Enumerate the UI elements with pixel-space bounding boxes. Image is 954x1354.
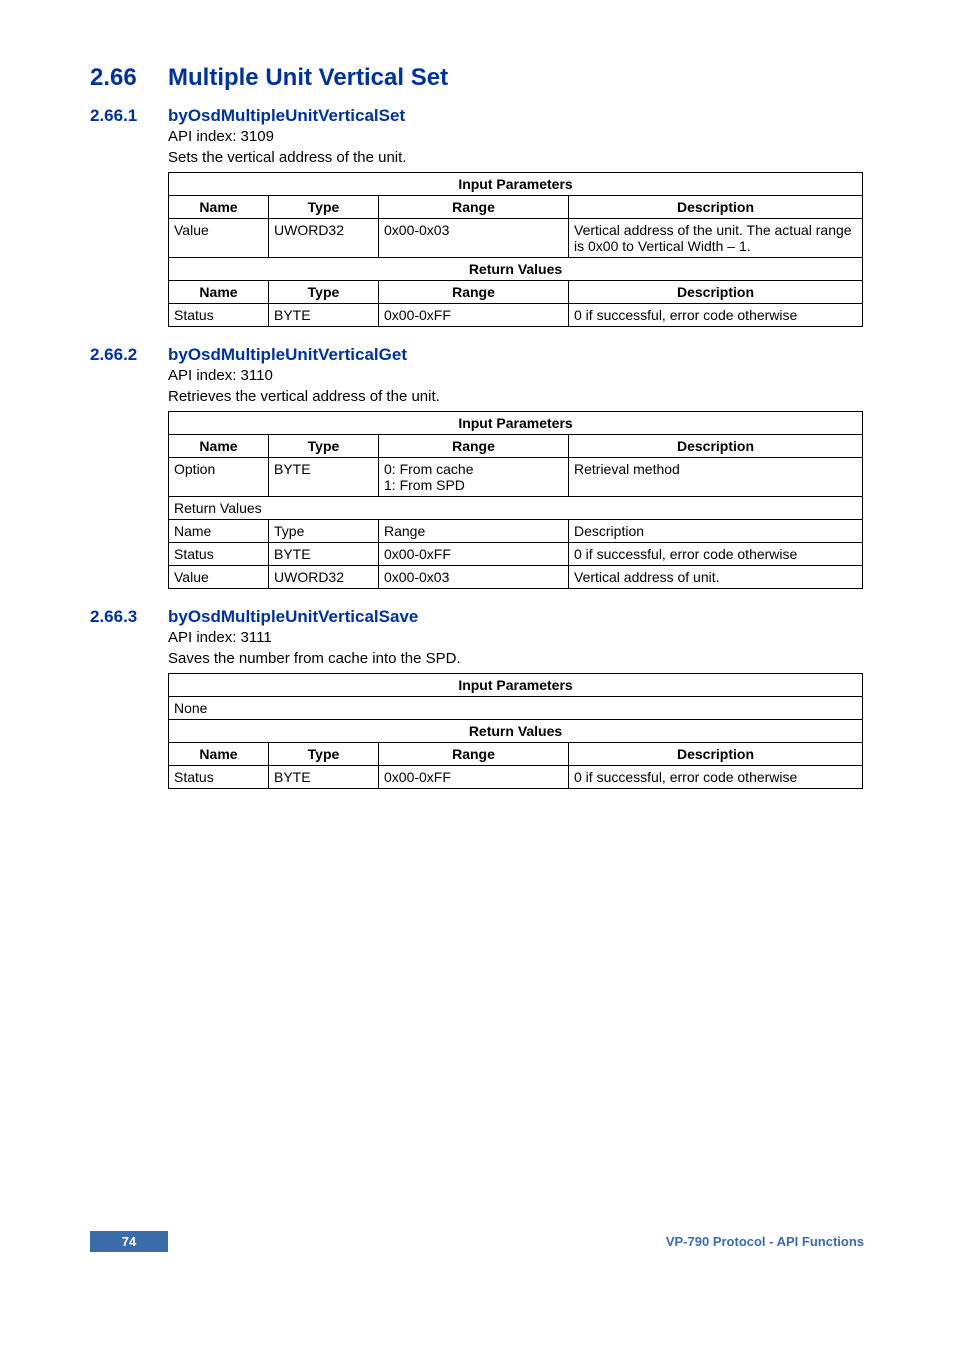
col-name: Name [169, 281, 269, 304]
input-params-header: Input Parameters [169, 173, 863, 196]
return-values-header: Return Values [169, 258, 863, 281]
api-table-2: Input Parameters Name Type Range Descrip… [168, 411, 863, 589]
input-params-header: Input Parameters [169, 412, 863, 435]
table-row: Status BYTE 0x00-0xFF 0 if successful, e… [169, 304, 863, 327]
page-footer: 74 VP-790 Protocol - API Functions [90, 1231, 864, 1252]
section-number: 2.66 [90, 64, 168, 92]
cell-range: 0: From cache 1: From SPD [379, 458, 569, 497]
table-row: Option BYTE 0: From cache 1: From SPD Re… [169, 458, 863, 497]
col-name: Name [169, 435, 269, 458]
cell-range: 0x00-0xFF [379, 304, 569, 327]
subsection-title: byOsdMultipleUnitVerticalSave [168, 607, 418, 626]
subsection-number: 2.66.1 [90, 106, 168, 126]
section-title: Multiple Unit Vertical Set [168, 64, 448, 91]
col-type: Type [269, 435, 379, 458]
subsection-heading: 2.66.2byOsdMultipleUnitVerticalGet [90, 345, 864, 365]
col-range: Range [379, 435, 569, 458]
cell-desc: 0 if successful, error code otherwise [569, 766, 863, 789]
cell-desc: Vertical address of unit. [569, 566, 863, 589]
table-row: Status BYTE 0x00-0xFF 0 if successful, e… [169, 766, 863, 789]
cell-name: Value [169, 566, 269, 589]
return-values-header: Return Values [169, 720, 863, 743]
cell-name: Option [169, 458, 269, 497]
cell-desc: 0 if successful, error code otherwise [569, 304, 863, 327]
col-name: Name [169, 196, 269, 219]
col-desc: Description [569, 435, 863, 458]
api-table-1: Input Parameters Name Type Range Descrip… [168, 172, 863, 327]
return-values-header: Return Values [169, 497, 863, 520]
cell-range: 0x00-0xFF [379, 543, 569, 566]
cell-type: BYTE [269, 304, 379, 327]
col-desc: Description [569, 743, 863, 766]
subsection-heading: 2.66.1byOsdMultipleUnitVerticalSet [90, 106, 864, 126]
page: 2.66Multiple Unit Vertical Set 2.66.1byO… [0, 0, 954, 1280]
col-range: Range [379, 196, 569, 219]
col-name: Name [169, 520, 269, 543]
cell-range: 0x00-0x03 [379, 566, 569, 589]
body-text: Saves the number from cache into the SPD… [168, 650, 864, 667]
cell-name: Status [169, 543, 269, 566]
api-table-3: Input Parameters None Return Values Name… [168, 673, 863, 789]
cell-type: BYTE [269, 543, 379, 566]
cell-type: BYTE [269, 458, 379, 497]
api-index: API index: 3110 [168, 367, 864, 384]
cell-type: BYTE [269, 766, 379, 789]
footer-title: VP-790 Protocol - API Functions [666, 1234, 864, 1249]
col-type: Type [269, 281, 379, 304]
col-name: Name [169, 743, 269, 766]
subsection-number: 2.66.2 [90, 345, 168, 365]
subsection-title: byOsdMultipleUnitVerticalSet [168, 106, 405, 125]
cell-name: Value [169, 219, 269, 258]
table-row: Value UWORD32 0x00-0x03 Vertical address… [169, 219, 863, 258]
cell-range: 0x00-0x03 [379, 219, 569, 258]
col-range: Range [379, 520, 569, 543]
api-index: API index: 3111 [168, 629, 864, 646]
input-none: None [169, 697, 863, 720]
cell-range: 0x00-0xFF [379, 766, 569, 789]
cell-type: UWORD32 [269, 566, 379, 589]
col-desc: Description [569, 281, 863, 304]
table-row: Value UWORD32 0x00-0x03 Vertical address… [169, 566, 863, 589]
input-params-header: Input Parameters [169, 674, 863, 697]
col-type: Type [269, 196, 379, 219]
cell-desc: Vertical address of the unit. The actual… [569, 219, 863, 258]
table-row: Status BYTE 0x00-0xFF 0 if successful, e… [169, 543, 863, 566]
cell-desc: 0 if successful, error code otherwise [569, 543, 863, 566]
page-number: 74 [90, 1231, 168, 1252]
cell-name: Status [169, 304, 269, 327]
cell-type: UWORD32 [269, 219, 379, 258]
body-text: Sets the vertical address of the unit. [168, 149, 864, 166]
col-desc: Description [569, 520, 863, 543]
api-index: API index: 3109 [168, 128, 864, 145]
section-heading: 2.66Multiple Unit Vertical Set [90, 64, 864, 92]
subsection-title: byOsdMultipleUnitVerticalGet [168, 345, 407, 364]
subsection-heading: 2.66.3byOsdMultipleUnitVerticalSave [90, 607, 864, 627]
subsection-number: 2.66.3 [90, 607, 168, 627]
table-row: Name Type Range Description [169, 520, 863, 543]
col-type: Type [269, 520, 379, 543]
body-text: Retrieves the vertical address of the un… [168, 388, 864, 405]
col-range: Range [379, 281, 569, 304]
col-desc: Description [569, 196, 863, 219]
col-range: Range [379, 743, 569, 766]
col-type: Type [269, 743, 379, 766]
cell-desc: Retrieval method [569, 458, 863, 497]
cell-name: Status [169, 766, 269, 789]
